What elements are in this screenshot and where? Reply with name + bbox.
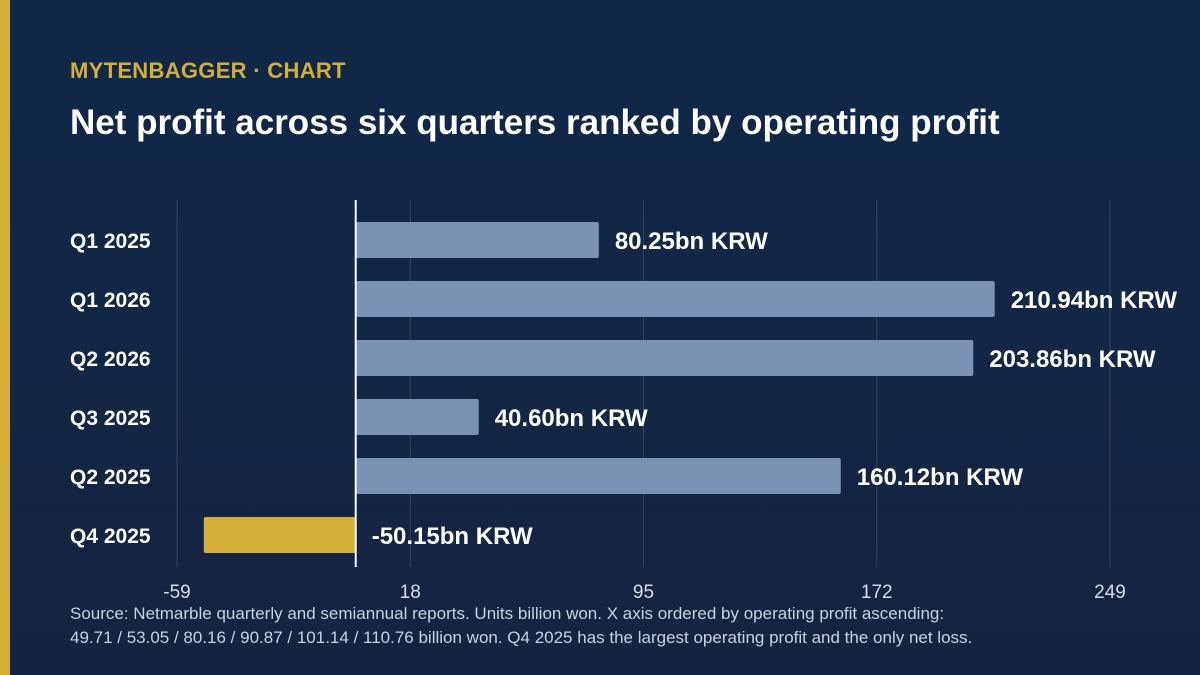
bar xyxy=(355,281,995,317)
category-label: Q3 2025 xyxy=(70,407,151,430)
category-label: Q1 2026 xyxy=(70,289,151,312)
bar xyxy=(355,399,479,435)
bar xyxy=(203,517,356,553)
category-label: Q2 2026 xyxy=(70,348,151,371)
data-label: 40.60bn KRW xyxy=(495,405,648,432)
bar xyxy=(355,222,599,258)
data-label: -50.15bn KRW xyxy=(372,523,533,550)
x-tick-label: 172 xyxy=(861,582,893,603)
category-label: Q2 2025 xyxy=(70,466,151,489)
source-line-2: 49.71 / 53.05 / 80.16 / 90.87 / 101.14 /… xyxy=(70,628,973,647)
x-tick-label: 249 xyxy=(1094,582,1126,603)
data-label: 160.12bn KRW xyxy=(857,464,1024,491)
data-label: 203.86bn KRW xyxy=(989,346,1156,373)
category-label: Q4 2025 xyxy=(70,525,151,548)
bar xyxy=(355,458,841,494)
source-note: Source: Netmarble quarterly and semiannu… xyxy=(70,602,1150,650)
x-tick-label: 95 xyxy=(633,582,654,603)
x-tick-label: -59 xyxy=(163,582,190,603)
data-label: 210.94bn KRW xyxy=(1011,287,1178,314)
chart-title: Net profit across six quarters ranked by… xyxy=(70,103,1000,142)
kicker: MYTENBAGGER · CHART xyxy=(70,58,346,83)
category-label: Q1 2025 xyxy=(70,230,151,253)
data-label: 80.25bn KRW xyxy=(615,228,768,255)
accent-bar xyxy=(0,0,10,675)
source-line-1: Source: Netmarble quarterly and semiannu… xyxy=(70,604,945,623)
bar xyxy=(355,340,974,376)
x-tick-label: 18 xyxy=(400,582,421,603)
